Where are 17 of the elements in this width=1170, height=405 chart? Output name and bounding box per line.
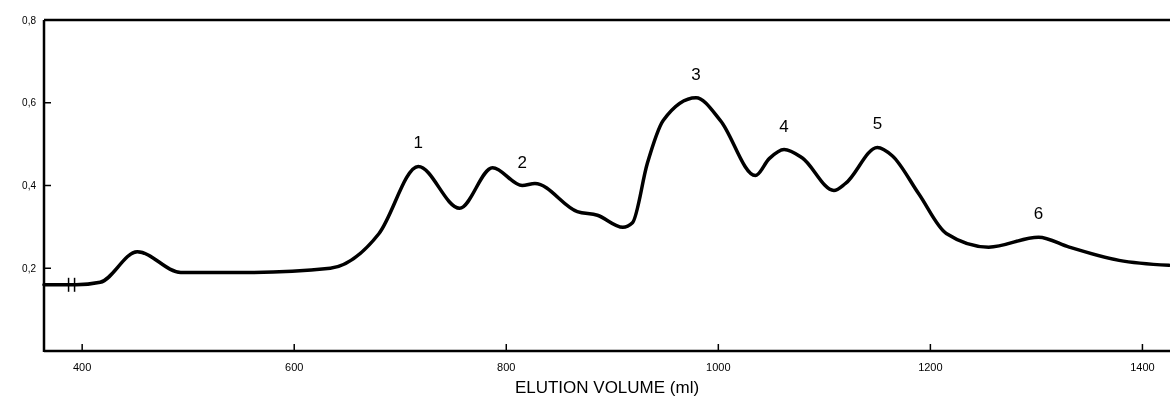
- annotation: 3: [691, 64, 701, 84]
- y-tick-label: 0,6: [22, 97, 37, 109]
- x-tick-label: 400: [72, 361, 92, 373]
- x-axis-title: ELUTION VOLUME (ml): [514, 378, 700, 397]
- x-tick-label: 1200: [918, 361, 943, 373]
- x-tick-label: 600: [285, 361, 304, 373]
- x-tick-label: 1400: [1130, 361, 1155, 373]
- annotation: 4: [779, 116, 789, 136]
- annotation: 5: [872, 114, 883, 134]
- y-tick-label: 0,4: [22, 180, 37, 191]
- x-tick-label: 1000: [706, 361, 731, 373]
- y-tick-label: 0,8: [22, 14, 37, 26]
- annotation: 2: [517, 152, 527, 172]
- y-tick-label: 0,2: [22, 262, 37, 274]
- annotation: 1: [413, 133, 424, 153]
- annotation: 6: [1033, 204, 1044, 224]
- x-tick-label: 800: [497, 361, 516, 373]
